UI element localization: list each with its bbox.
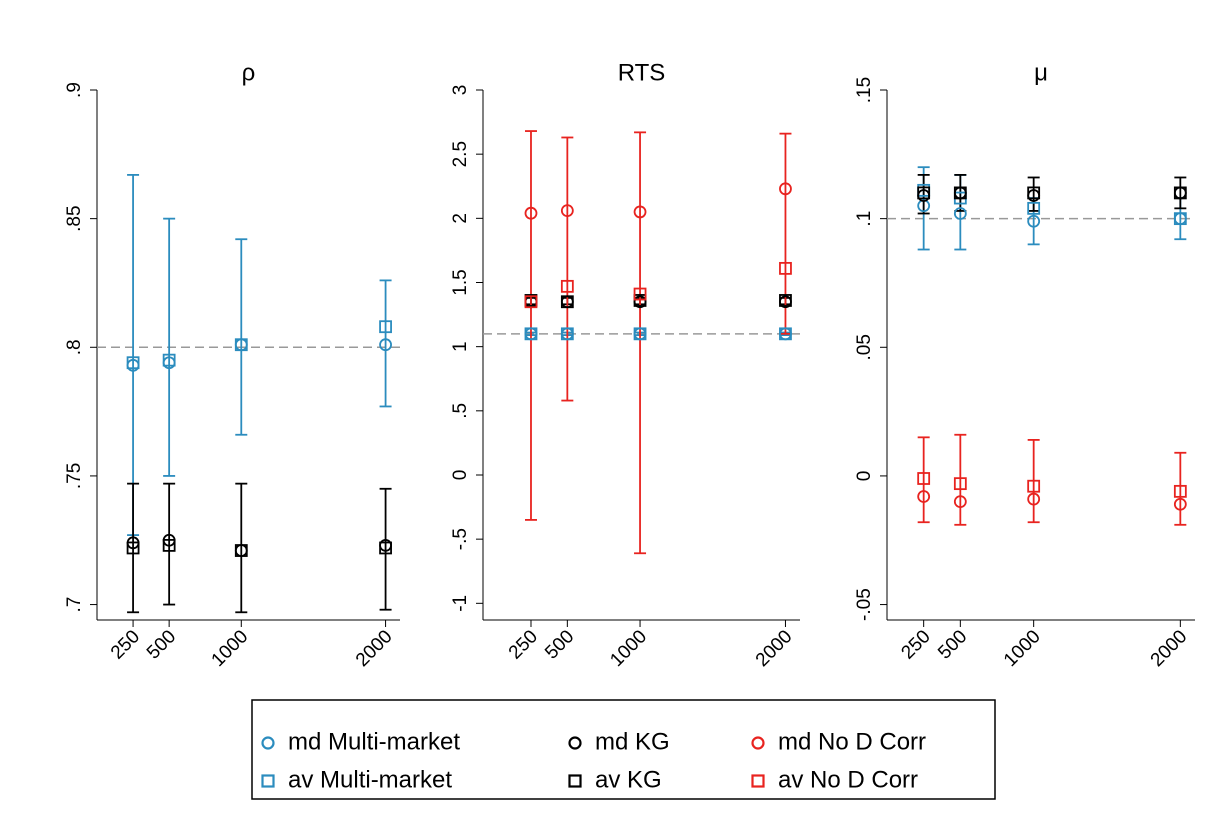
point [953, 477, 967, 491]
panel-title: RTS [618, 59, 666, 86]
panel-title: μ [1034, 59, 1048, 86]
point [633, 287, 647, 301]
y-tick-label: .9 [64, 82, 85, 98]
y-tick-label: 2 [450, 213, 471, 224]
legend-marker [751, 736, 765, 750]
point [953, 495, 967, 509]
point [953, 207, 967, 220]
point [1027, 186, 1041, 200]
legend-marker [568, 736, 582, 750]
legend-label: av Multi-market [288, 766, 452, 793]
point [633, 205, 647, 219]
y-tick-label: 0 [450, 470, 471, 481]
x-tick-label: 500 [934, 626, 971, 663]
y-tick-label: -.5 [450, 528, 471, 550]
x-tick-label: 1000 [208, 626, 253, 671]
point [1027, 479, 1041, 493]
point [524, 327, 538, 341]
x-tick-label: 2000 [752, 626, 797, 671]
point [560, 279, 574, 293]
point [1173, 186, 1187, 200]
point [126, 356, 140, 370]
legend-label: md No D Corr [778, 728, 926, 755]
point [917, 472, 931, 485]
legend-marker [261, 774, 275, 788]
point [1027, 492, 1041, 506]
panel-title: ρ [242, 59, 256, 86]
x-tick-label: 1000 [1000, 626, 1045, 671]
x-tick-label: 2000 [1147, 626, 1192, 671]
point [379, 338, 392, 352]
y-tick-label: .75 [64, 463, 85, 489]
point [560, 295, 574, 309]
point [779, 261, 792, 275]
point [162, 353, 176, 367]
legend-label: av KG [595, 766, 662, 793]
y-tick-label: .8 [64, 339, 85, 355]
point [234, 338, 248, 352]
y-tick-label: -.05 [854, 588, 875, 621]
legend-label: av No D Corr [778, 766, 918, 793]
x-tick-label: 500 [541, 626, 578, 663]
point [633, 327, 647, 341]
x-tick-label: 250 [107, 626, 144, 663]
point [779, 294, 792, 307]
x-tick-label: 250 [505, 626, 542, 663]
x-tick-label: 250 [897, 626, 934, 663]
legend-box [251, 699, 996, 800]
point [524, 206, 538, 220]
point [917, 186, 931, 200]
point [234, 544, 248, 557]
x-tick-label: 500 [143, 626, 180, 663]
point [1173, 497, 1187, 511]
y-tick-label: 1.5 [450, 269, 471, 295]
y-tick-label: 1 [450, 341, 471, 352]
point [379, 541, 392, 555]
point [379, 320, 392, 334]
x-tick-label: 2000 [352, 626, 397, 671]
point [779, 327, 792, 341]
point [162, 538, 176, 552]
y-tick-label: -1 [450, 595, 471, 612]
legend-label: md KG [595, 728, 670, 755]
y-tick-label: .5 [450, 403, 471, 419]
point [1027, 201, 1041, 215]
y-tick-label: .05 [854, 334, 875, 360]
point [779, 182, 792, 196]
y-tick-label: .1 [854, 211, 875, 227]
y-tick-label: .7 [64, 597, 85, 613]
point [560, 204, 574, 218]
point [126, 541, 140, 555]
legend-marker [568, 774, 582, 788]
y-tick-label: .85 [64, 205, 85, 231]
point [524, 295, 538, 309]
point [1173, 212, 1187, 226]
point [560, 327, 574, 341]
y-tick-label: .15 [854, 77, 875, 103]
point [1173, 484, 1187, 498]
point [1027, 214, 1041, 228]
point [633, 294, 647, 307]
legend-label: md Multi-market [288, 728, 460, 755]
y-tick-label: 3 [450, 85, 471, 96]
legend-marker [261, 736, 275, 750]
y-tick-label: 2.5 [450, 141, 471, 167]
y-tick-label: 0 [854, 471, 875, 482]
x-tick-label: 1000 [606, 626, 651, 671]
point [953, 186, 967, 200]
point [917, 490, 931, 503]
legend-marker [751, 774, 765, 788]
